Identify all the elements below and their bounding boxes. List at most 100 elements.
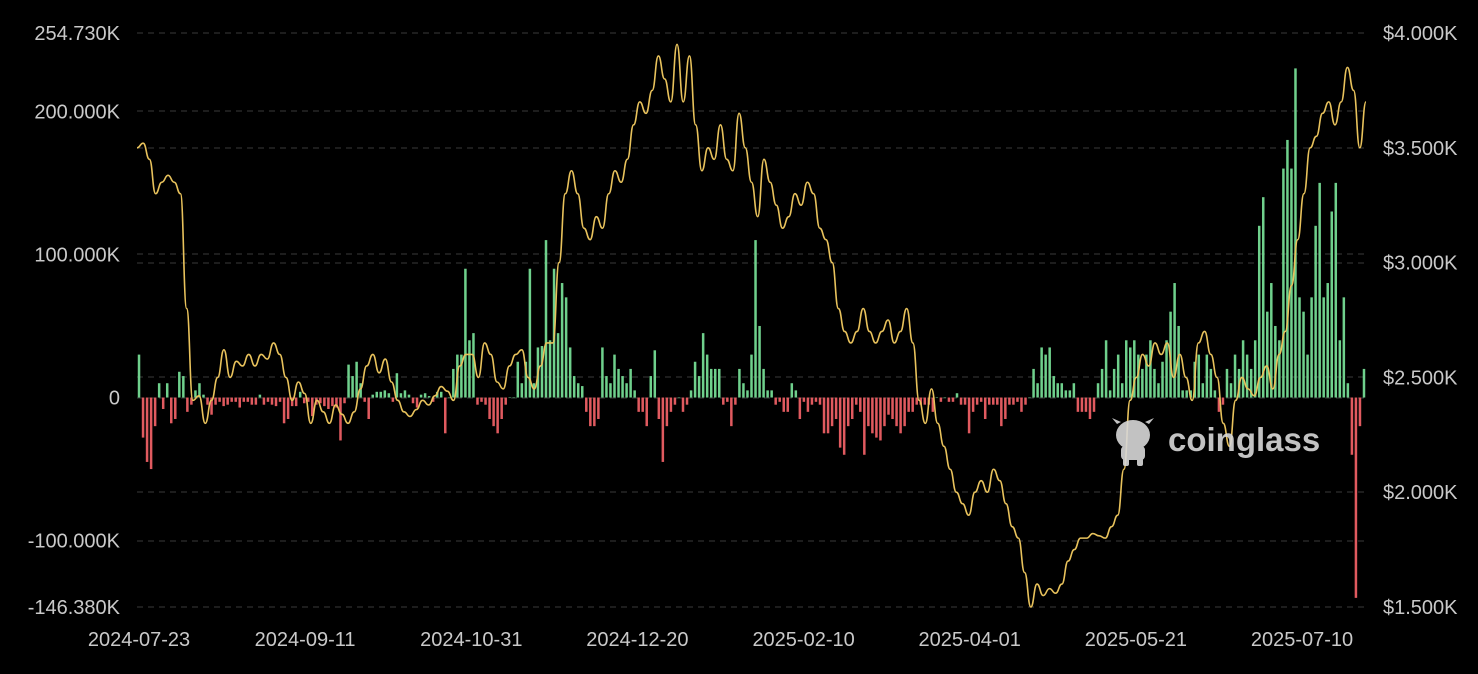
bar [605, 376, 608, 398]
x-tick-label: 2024-07-23 [88, 629, 190, 651]
bar [1346, 383, 1350, 398]
bar [923, 397, 927, 405]
bar [959, 397, 963, 405]
bar [887, 397, 890, 415]
bar [210, 397, 213, 415]
bar [609, 383, 612, 398]
bar [1088, 397, 1092, 419]
x-tick-label: 2024-12-20 [586, 629, 688, 651]
bar [1080, 397, 1084, 412]
bar [826, 397, 830, 434]
bar [387, 393, 391, 398]
bar [476, 397, 479, 405]
bar [742, 383, 745, 398]
bar [1318, 182, 1321, 398]
bar [508, 397, 511, 399]
bar [1133, 340, 1136, 398]
bar [685, 397, 689, 405]
bar [174, 397, 177, 419]
bar [621, 376, 624, 398]
bar [1213, 390, 1217, 398]
bar [254, 397, 258, 405]
bar [1028, 397, 1031, 399]
bar [540, 346, 544, 398]
bar [1036, 383, 1039, 398]
right-tick-label: $2.500K [1383, 367, 1458, 389]
bar [730, 397, 733, 427]
bar [290, 397, 294, 407]
bar [1358, 397, 1362, 427]
bar [1177, 325, 1180, 398]
bar [963, 397, 967, 405]
bar [468, 340, 471, 398]
bar [891, 397, 894, 419]
bar [992, 397, 995, 405]
bar [1052, 376, 1055, 398]
bar [697, 376, 701, 398]
bar [1161, 361, 1164, 398]
bar [677, 397, 681, 399]
bar [1201, 383, 1205, 398]
bar [617, 368, 620, 398]
bar [629, 368, 632, 398]
bar [1040, 347, 1043, 398]
bar [258, 394, 262, 398]
bar [500, 397, 503, 419]
bar [560, 283, 564, 398]
bar [520, 383, 524, 398]
bar [1112, 368, 1116, 398]
bar [955, 393, 959, 398]
bar [153, 397, 157, 427]
bar [665, 397, 669, 427]
bar [375, 391, 379, 398]
bar [996, 397, 999, 405]
bar [859, 397, 862, 412]
bar [641, 397, 644, 412]
left-tick-label: 200.000K [34, 101, 120, 123]
bar [214, 397, 217, 405]
bar [1302, 311, 1305, 398]
bar [1290, 168, 1293, 398]
bar [294, 397, 298, 407]
bar [1173, 283, 1176, 398]
bar [415, 397, 419, 408]
bar [399, 393, 403, 398]
bar [427, 396, 431, 398]
x-tick-label: 2025-02-10 [752, 629, 854, 651]
bar [1221, 397, 1225, 405]
x-axis: 2024-07-23 2024-09-11 2024-10-31 2024-12-20… [88, 629, 1353, 651]
bar [919, 397, 922, 405]
x-tick-label: 2025-04-01 [919, 629, 1021, 651]
bar [1266, 311, 1269, 398]
right-tick-label: $1.500K [1383, 597, 1458, 619]
bar [701, 333, 705, 398]
bar [222, 397, 225, 407]
bar [649, 376, 653, 398]
bar [838, 397, 842, 448]
bar [1000, 397, 1003, 427]
bar [951, 397, 955, 402]
bar [379, 391, 383, 398]
bar [758, 325, 761, 398]
bar [681, 397, 685, 412]
bar [439, 391, 443, 398]
bar [1149, 340, 1152, 398]
watermark: coinglass [1112, 418, 1320, 466]
bar [1116, 354, 1120, 398]
bar [395, 373, 399, 398]
bar [319, 397, 322, 404]
bar [1270, 283, 1273, 398]
bar [987, 397, 991, 405]
bar [186, 397, 189, 412]
bar [1241, 340, 1245, 398]
bar [1016, 397, 1019, 402]
bar [246, 397, 250, 402]
bar [347, 364, 350, 398]
bar [452, 368, 455, 398]
bar [383, 390, 387, 398]
bar [1044, 354, 1047, 398]
bar [1342, 297, 1346, 398]
left-tick-label: 0 [109, 388, 120, 410]
